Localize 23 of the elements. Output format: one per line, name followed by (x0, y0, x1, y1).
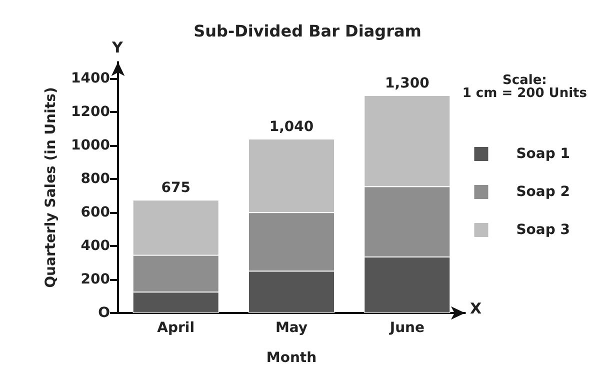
y-tick-label: 600 (80, 204, 110, 221)
legend-label: Soap 3 (516, 222, 570, 238)
x-tick-label: April (157, 320, 195, 336)
text: X (470, 300, 482, 318)
annotation: Scale: 1 cm = 200 Units (462, 73, 588, 101)
y-tick-label: O (98, 305, 110, 321)
text: Y (111, 38, 124, 56)
x-tick-label: June (388, 320, 424, 336)
x-axis-title: Month (266, 350, 317, 366)
legend-label: Soap 2 (516, 184, 570, 200)
legend-label: Soap 1 (516, 146, 570, 162)
y-tick-label: 400 (80, 238, 110, 254)
y-axis-title: Quarterly Sales (in Units) (43, 87, 59, 288)
total-label: 675 (161, 180, 190, 196)
y-tick-label: 1200 (71, 104, 110, 120)
total-label: 1,300 (385, 75, 430, 92)
total-label: 1,040 (269, 118, 314, 135)
x-tick-label: May (275, 320, 308, 336)
chart-title: Sub-Divided Bar Diagram (194, 22, 422, 40)
y-tick-label: 200 (80, 272, 110, 288)
y-tick-label: 1000 (71, 138, 110, 154)
y-tick-label: 1400 (71, 70, 110, 87)
y-tick-label: 800 (80, 171, 110, 188)
